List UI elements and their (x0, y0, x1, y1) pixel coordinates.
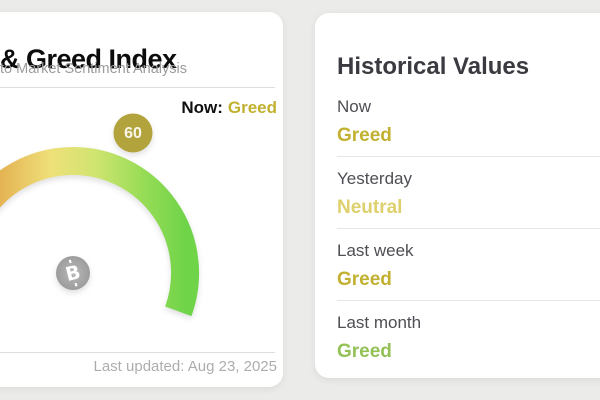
header-divider (0, 87, 275, 88)
footer-divider (0, 352, 275, 353)
gauge-card: & Greed Index to Market Sentiment Analys… (0, 12, 283, 387)
current-sentiment: Now: Greed (181, 98, 277, 118)
now-value: Greed (227, 98, 277, 117)
history-row-value: Neutral (337, 197, 403, 218)
history-card-title: Historical Values (337, 52, 530, 80)
history-row-value: Greed (337, 125, 392, 146)
gauge-value-badge: 60 (113, 113, 153, 153)
gauge-chart: B 60 (0, 113, 199, 317)
history-row-value: Greed (337, 341, 392, 362)
gauge-arc (0, 147, 199, 317)
gauge-value: 60 (124, 125, 142, 142)
history-row-label: Now (337, 97, 372, 116)
svg-text:B: B (63, 261, 82, 286)
history-row: Yesterday Neutral (337, 157, 600, 229)
history-row: Last month Greed (337, 301, 600, 372)
history-row-value: Greed (337, 269, 392, 290)
history-row-label: Yesterday (337, 169, 412, 188)
bitcoin-icon: B (63, 259, 83, 287)
history-rows: Now Greed Yesterday Neutral Last week Gr… (337, 85, 600, 372)
history-row-label: Last week (337, 241, 414, 260)
history-row-label: Last month (337, 313, 422, 332)
history-row: Last week Greed (337, 229, 600, 301)
history-row: Now Greed (337, 85, 600, 157)
history-card: Historical Values Now Greed Yesterday Ne… (315, 13, 600, 378)
now-label: Now: (181, 98, 223, 117)
last-updated: Last updated: Aug 23, 2025 (93, 358, 278, 375)
gauge-card-title: & Greed Index (0, 44, 177, 75)
gauge-hub: B (56, 256, 90, 290)
gauge-card-subtitle: to Market Sentiment Analysis (0, 61, 187, 77)
